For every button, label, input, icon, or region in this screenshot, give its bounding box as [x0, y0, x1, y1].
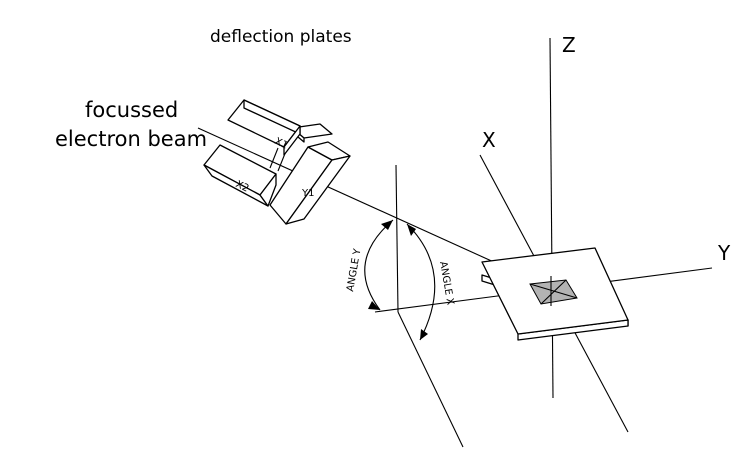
angle-y-arrowhead-top: [381, 220, 393, 230]
z-axis-label: Z: [562, 33, 576, 57]
reference-vertical-line: [395, 164, 399, 313]
plate-y1-label: Y1: [301, 188, 314, 199]
angle-x-arrowhead-top: [407, 224, 416, 236]
angle-x-arc: [406, 223, 436, 341]
angle-y-arrowhead-bottom: [368, 301, 380, 310]
angle-x-label: ANGLE X: [437, 261, 455, 306]
angle-y-label: ANGLE Y: [345, 247, 363, 292]
deflection-plates-assembly: [203, 99, 351, 225]
target-plate: [481, 247, 629, 341]
x-axis-label: X: [482, 128, 496, 152]
z-axis-line: [549, 37, 554, 399]
reference-oblique-line: [397, 311, 464, 448]
plate-x1-label: X1: [273, 136, 290, 152]
angle-x-arrowhead-bottom: [420, 329, 428, 340]
beam-label-line2: electron beam: [55, 127, 207, 151]
y-axis-label: Y: [717, 241, 731, 265]
beam-label-line1: focussed: [85, 98, 178, 122]
angle-y-arc: [364, 219, 394, 311]
deflection-plates-label: deflection plates: [210, 27, 352, 47]
plate-x2-label: X2: [234, 179, 251, 195]
